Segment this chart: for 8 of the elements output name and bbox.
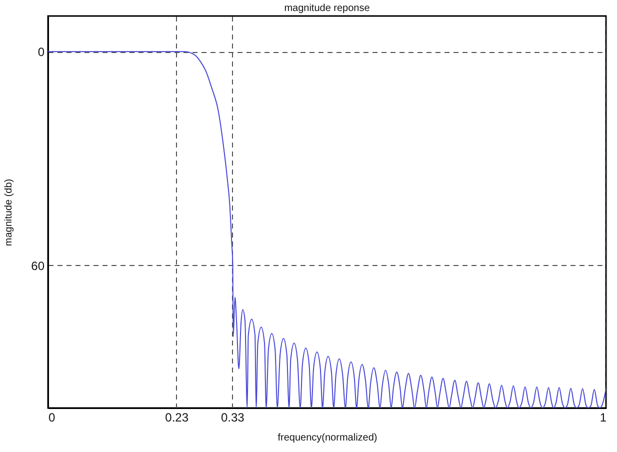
y-tick-label: 60	[31, 258, 45, 273]
x-tick-label: 0	[48, 410, 56, 424]
chart-title: magnitude reponse	[284, 3, 370, 14]
y-axis-title: magnitude (db)	[4, 178, 14, 246]
x-tick-label: 0.33	[220, 410, 245, 424]
x-tick-label: 1	[600, 410, 607, 424]
x-tick-label: 0.23	[165, 410, 189, 424]
x-axis-title: frequency(normalized)	[278, 432, 378, 444]
